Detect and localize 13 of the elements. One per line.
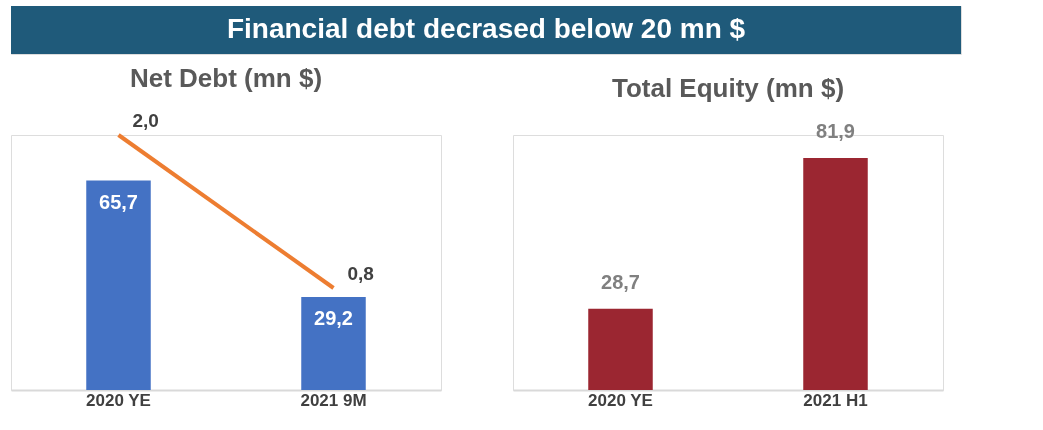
x-tick-label: 2020 YE xyxy=(588,390,653,410)
chart-title: Net Debt (mn $) xyxy=(129,63,323,93)
data-label: 65,7 xyxy=(99,190,138,213)
text: Financial debt decrased below 20 mn $ xyxy=(226,13,746,44)
x-tick-label: 2021 9M xyxy=(300,390,367,410)
data-label: 28,7 xyxy=(601,270,640,293)
x-tick-label: 2021 H1 xyxy=(803,390,868,410)
data-label: 2,0 xyxy=(132,110,159,131)
chart-title: Total Equity (mn $) xyxy=(611,72,845,103)
x-tick-label: 2020 YE xyxy=(86,390,151,410)
data-label: 29,2 xyxy=(314,306,353,329)
data-label: 81,9 xyxy=(816,119,855,142)
data-label: 0,8 xyxy=(347,263,374,284)
